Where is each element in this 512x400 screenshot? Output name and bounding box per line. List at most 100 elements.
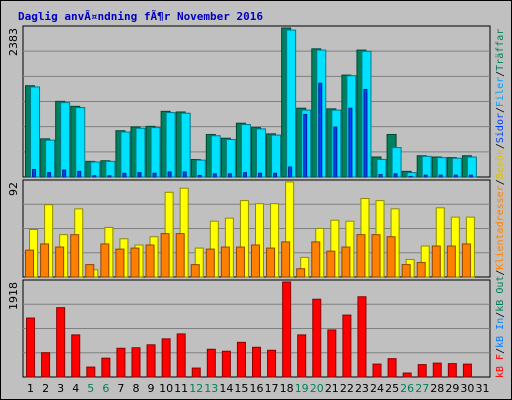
bar-hits-files-pages-1-day-25: [391, 147, 402, 178]
x-tick-day-21: 21: [325, 382, 339, 395]
bar-hits-files-pages-2-day-20: [318, 82, 323, 178]
bar-hits-files-pages-1-day-13: [210, 135, 221, 178]
bar-visits-sites-1-day-12: [190, 264, 200, 278]
bar-kbytes-0-day-26: [402, 372, 412, 378]
bar-kbytes-0-day-30: [462, 363, 472, 378]
x-tick-day-30: 30: [460, 382, 474, 395]
bar-hits-files-pages-2-day-30: [468, 174, 473, 178]
bar-hits-files-pages-1-day-28: [436, 157, 447, 178]
bar-hits-files-pages-1-day-1: [30, 86, 41, 178]
legend-entry: kB In: [495, 318, 506, 348]
bar-hits-files-pages-1-day-5: [90, 161, 101, 178]
bar-hits-files-pages-1-day-27: [421, 155, 432, 178]
bar-hits-files-pages-2-day-15: [242, 172, 247, 178]
bar-visits-sites-1-day-13: [205, 248, 215, 278]
x-tick-day-10: 10: [159, 382, 173, 395]
bar-kbytes-0-day-22: [342, 314, 352, 378]
bar-kbytes-0-day-24: [372, 363, 382, 378]
bar-hits-files-pages-2-day-11: [182, 171, 187, 178]
bar-kbytes-0-day-12: [191, 367, 201, 378]
bar-visits-sites-1-day-7: [115, 248, 125, 278]
bar-visits-sites-1-day-26: [401, 264, 411, 278]
bar-visits-sites-1-day-23: [356, 234, 366, 278]
bar-hits-files-pages-1-day-8: [135, 127, 146, 178]
bar-hits-files-pages-2-day-24: [378, 173, 383, 178]
bar-hits-files-pages-1-day-6: [105, 160, 116, 178]
bar-visits-sites-1-day-6: [100, 243, 110, 278]
bar-kbytes-0-day-4: [71, 334, 81, 378]
bar-visits-sites-1-day-15: [235, 246, 245, 278]
bar-hits-files-pages-2-day-22: [348, 107, 353, 178]
bar-visits-sites-1-day-8: [130, 247, 140, 278]
x-tick-day-16: 16: [250, 382, 264, 395]
legend-entry: Besök: [495, 149, 506, 179]
x-tick-day-29: 29: [445, 382, 459, 395]
bar-visits-sites-1-day-10: [160, 233, 170, 278]
bar-hits-files-pages-2-day-7: [122, 172, 127, 178]
bar-hits-files-pages-1-day-10: [165, 112, 176, 178]
legend-entry: Filer: [495, 77, 506, 107]
bar-kbytes-0-day-7: [116, 347, 126, 378]
bar-hits-files-pages-1-day-16: [256, 128, 266, 178]
x-tick-day-17: 17: [265, 382, 279, 395]
bar-hits-files-pages-2-day-1: [32, 168, 37, 178]
bar-hits-files-pages-1-day-17: [271, 134, 282, 178]
legend-separator: /: [495, 71, 506, 77]
bar-hits-files-pages-2-day-23: [363, 88, 368, 178]
x-tick-day-26: 26: [400, 382, 414, 395]
x-tick-day-4: 4: [72, 382, 79, 395]
legend-separator: /: [495, 312, 506, 318]
bar-hits-files-pages-2-day-6: [107, 175, 112, 178]
bar-hits-files-pages-1-day-3: [60, 102, 71, 178]
legend-entry: kB F: [495, 354, 506, 378]
legend-entry: Träffar: [495, 29, 506, 71]
bar-kbytes-0-day-5: [86, 366, 96, 378]
bar-kbytes-0-day-23: [357, 296, 367, 378]
bar-kbytes-0-day-21: [327, 329, 337, 378]
bar-kbytes-0-day-25: [387, 358, 397, 378]
bar-visits-sites-1-day-16: [251, 244, 260, 278]
bar-kbytes-0-day-20: [312, 298, 322, 378]
bar-hits-files-pages-1-day-11: [180, 112, 191, 178]
x-tick-day-18: 18: [280, 382, 294, 395]
bar-hits-files-pages-2-day-14: [227, 173, 232, 178]
bar-hits-files-pages-1-day-12: [195, 159, 206, 178]
bar-kbytes-0-day-2: [41, 352, 51, 378]
x-tick-day-6: 6: [102, 382, 109, 395]
x-tick-day-20: 20: [310, 382, 324, 395]
bar-kbytes-0-day-11: [176, 333, 186, 378]
bar-visits-sites-1-day-5: [85, 264, 95, 278]
bar-kbytes-0-day-15: [236, 341, 246, 378]
bar-visits-sites-1-day-28: [431, 245, 441, 278]
bar-visits-sites-1-day-27: [416, 262, 426, 278]
right-legend: kB F/kB In/kB Out/Klientadresser/Besök/S…: [495, 29, 506, 378]
bar-visits-sites-1-day-2: [40, 243, 50, 278]
x-tick-day-25: 25: [385, 382, 399, 395]
bar-hits-files-pages-2-day-26: [408, 175, 413, 178]
x-tick-day-3: 3: [57, 382, 64, 395]
bar-hits-files-pages-1-day-14: [225, 138, 236, 178]
legend-entry: Sidor: [495, 113, 506, 143]
y-max-label-visits-sites: 92: [7, 182, 20, 196]
bar-hits-files-pages-2-day-29: [453, 174, 458, 178]
bar-visits-sites-1-day-14: [220, 246, 230, 278]
x-tick-day-28: 28: [430, 382, 444, 395]
x-tick-day-7: 7: [117, 382, 124, 395]
legend-entry: kB Out: [495, 276, 506, 312]
bar-hits-files-pages-1-day-4: [75, 107, 86, 178]
bar-visits-sites-1-day-30: [461, 243, 471, 278]
bar-kbytes-0-day-9: [146, 344, 156, 378]
legend-separator: /: [495, 348, 506, 354]
x-tick-day-11: 11: [174, 382, 188, 395]
bar-hits-files-pages-2-day-9: [152, 172, 157, 178]
bar-kbytes-0-day-1: [26, 317, 36, 378]
bar-visits-sites-1-day-21: [326, 250, 336, 278]
bar-hits-files-pages-2-day-13: [212, 173, 217, 178]
bar-hits-files-pages-1-day-7: [120, 131, 131, 178]
bar-visits-sites-1-day-3: [55, 246, 65, 278]
bar-hits-files-pages-2-day-27: [423, 174, 428, 178]
bar-kbytes-0-day-13: [206, 348, 216, 378]
x-tick-day-31: 31: [475, 382, 489, 395]
